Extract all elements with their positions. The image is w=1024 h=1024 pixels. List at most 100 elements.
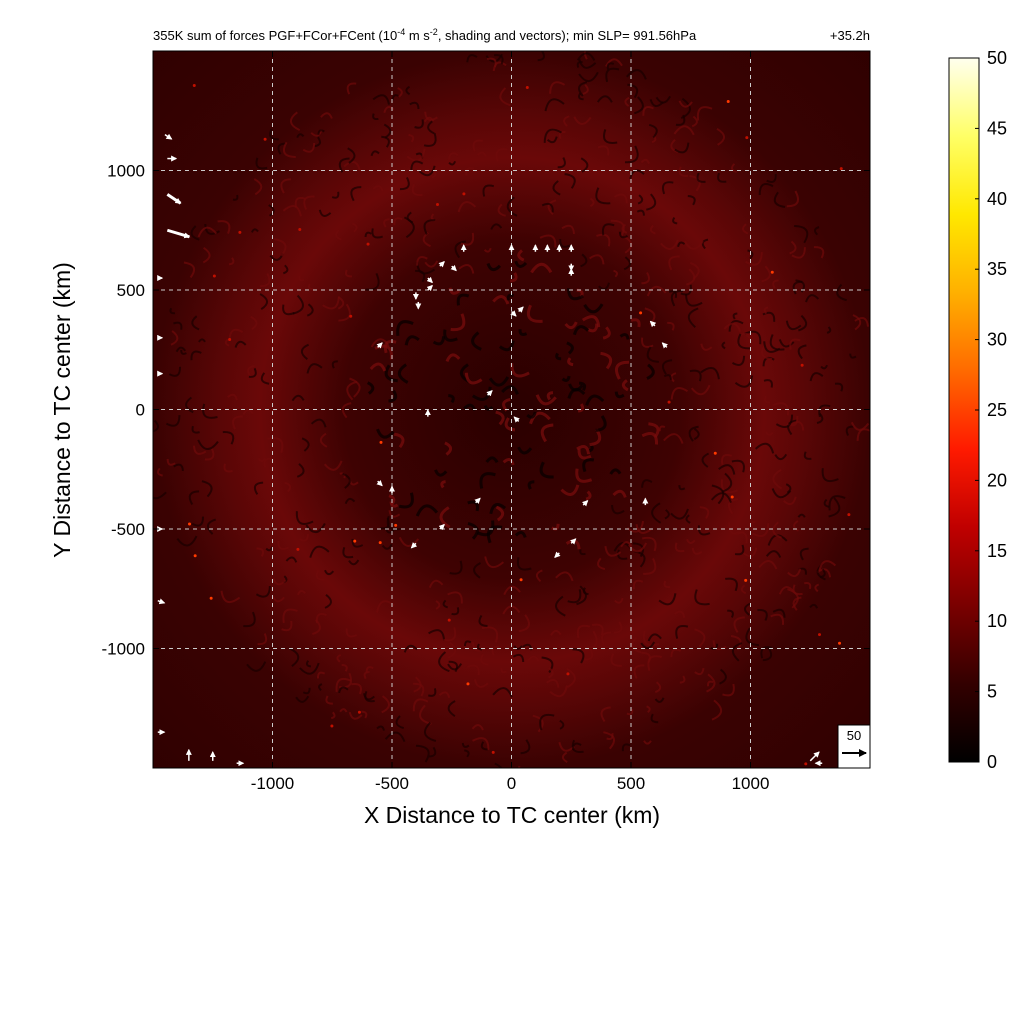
texture-stroke [381,135,390,148]
texture-stroke [383,218,390,228]
texture-stroke [466,54,478,63]
texture-stroke [274,238,287,257]
speckle [726,100,730,104]
texture-stroke [646,193,657,211]
texture-stroke [527,480,535,490]
texture-stroke [663,580,671,589]
texture-stroke [579,549,586,556]
texture-stroke [504,417,516,432]
force-vector [426,284,433,292]
speckle [263,137,267,141]
texture-stroke [325,695,333,705]
texture-stroke [408,133,415,143]
texture-stroke [406,211,414,224]
texture-stroke [778,339,795,348]
texture-stroke [612,489,627,498]
texture-stroke [502,457,515,466]
texture-stroke [710,492,732,503]
texture-stroke [432,336,446,346]
texture-stroke [410,160,424,171]
colorbar-tick-label: 50 [987,48,1007,68]
texture-stroke [589,197,595,208]
texture-stroke [766,173,777,183]
texture-stroke [787,568,802,578]
texture-stroke [700,366,720,380]
texture-stroke [456,293,470,306]
colorbar-tick-label: 30 [987,330,1007,350]
speckle [730,495,734,499]
texture-stroke [772,608,786,618]
texture-stroke [680,97,691,120]
texture-stroke [539,234,557,248]
texture-stroke [492,61,507,72]
texture-stroke [641,432,659,445]
texture-stroke [318,209,332,217]
texture-stroke [243,611,256,628]
force-vector [510,310,517,317]
texture-stroke [535,394,557,406]
texture-stroke [576,585,587,606]
texture-stroke [679,675,686,684]
texture-stroke [760,344,773,361]
texture-stroke [761,265,771,283]
texture-stroke [648,422,660,438]
texture-stroke [188,490,200,505]
texture-stroke [604,545,622,557]
texture-stroke [775,414,794,428]
force-vector [438,260,445,268]
texture-stroke [395,715,404,730]
texture-stroke [845,425,854,436]
colorbar-tick-label: 5 [987,682,997,702]
texture-stroke [583,303,604,314]
texture-stroke [418,165,436,177]
texture-stroke [512,653,525,663]
texture-stroke [549,685,568,698]
texture-stroke [464,749,470,758]
texture-stroke [500,667,507,674]
texture-stroke [658,425,666,432]
texture-stroke [388,389,398,403]
force-vector [157,598,166,605]
texture-stroke [269,128,279,141]
texture-stroke [816,412,824,424]
force-vector [376,479,383,487]
texture-stroke [803,451,812,460]
force-vector [569,538,577,545]
texture-stroke [628,542,648,553]
texture-stroke [770,613,785,626]
x-axis: -1000 -500 0 500 1000 [251,51,769,793]
texture-stroke [743,602,751,616]
texture-stroke [595,187,611,205]
texture-stroke [643,740,652,745]
texture-stroke [298,275,305,282]
texture-stroke [747,249,754,260]
texture-stroke [646,346,659,363]
texture-stroke [250,315,258,331]
texture-stroke [650,713,659,724]
texture-stroke [557,157,566,169]
texture-stroke [351,538,364,548]
texture-stroke [301,437,310,452]
texture-stroke [342,472,351,489]
texture-stroke [683,240,704,250]
texture-stroke [526,411,537,419]
texture-stroke [217,220,231,234]
texture-stroke [690,384,711,396]
texture-stroke [516,557,532,571]
texture-stroke [415,269,426,283]
texture-stroke [814,583,820,593]
texture-stroke [641,651,651,664]
texture-stroke [649,99,664,107]
texture-stroke [814,226,820,236]
speckle [379,440,383,444]
texture-stroke [166,458,176,466]
force-vector [164,133,173,140]
texture-stroke [454,240,467,259]
force-vector [474,497,481,504]
speckle [238,230,242,234]
texture-stroke [447,152,459,160]
texture-stroke [576,444,590,455]
texture-stroke [774,453,788,461]
texture-stroke [169,307,176,315]
texture-stroke [350,186,362,202]
